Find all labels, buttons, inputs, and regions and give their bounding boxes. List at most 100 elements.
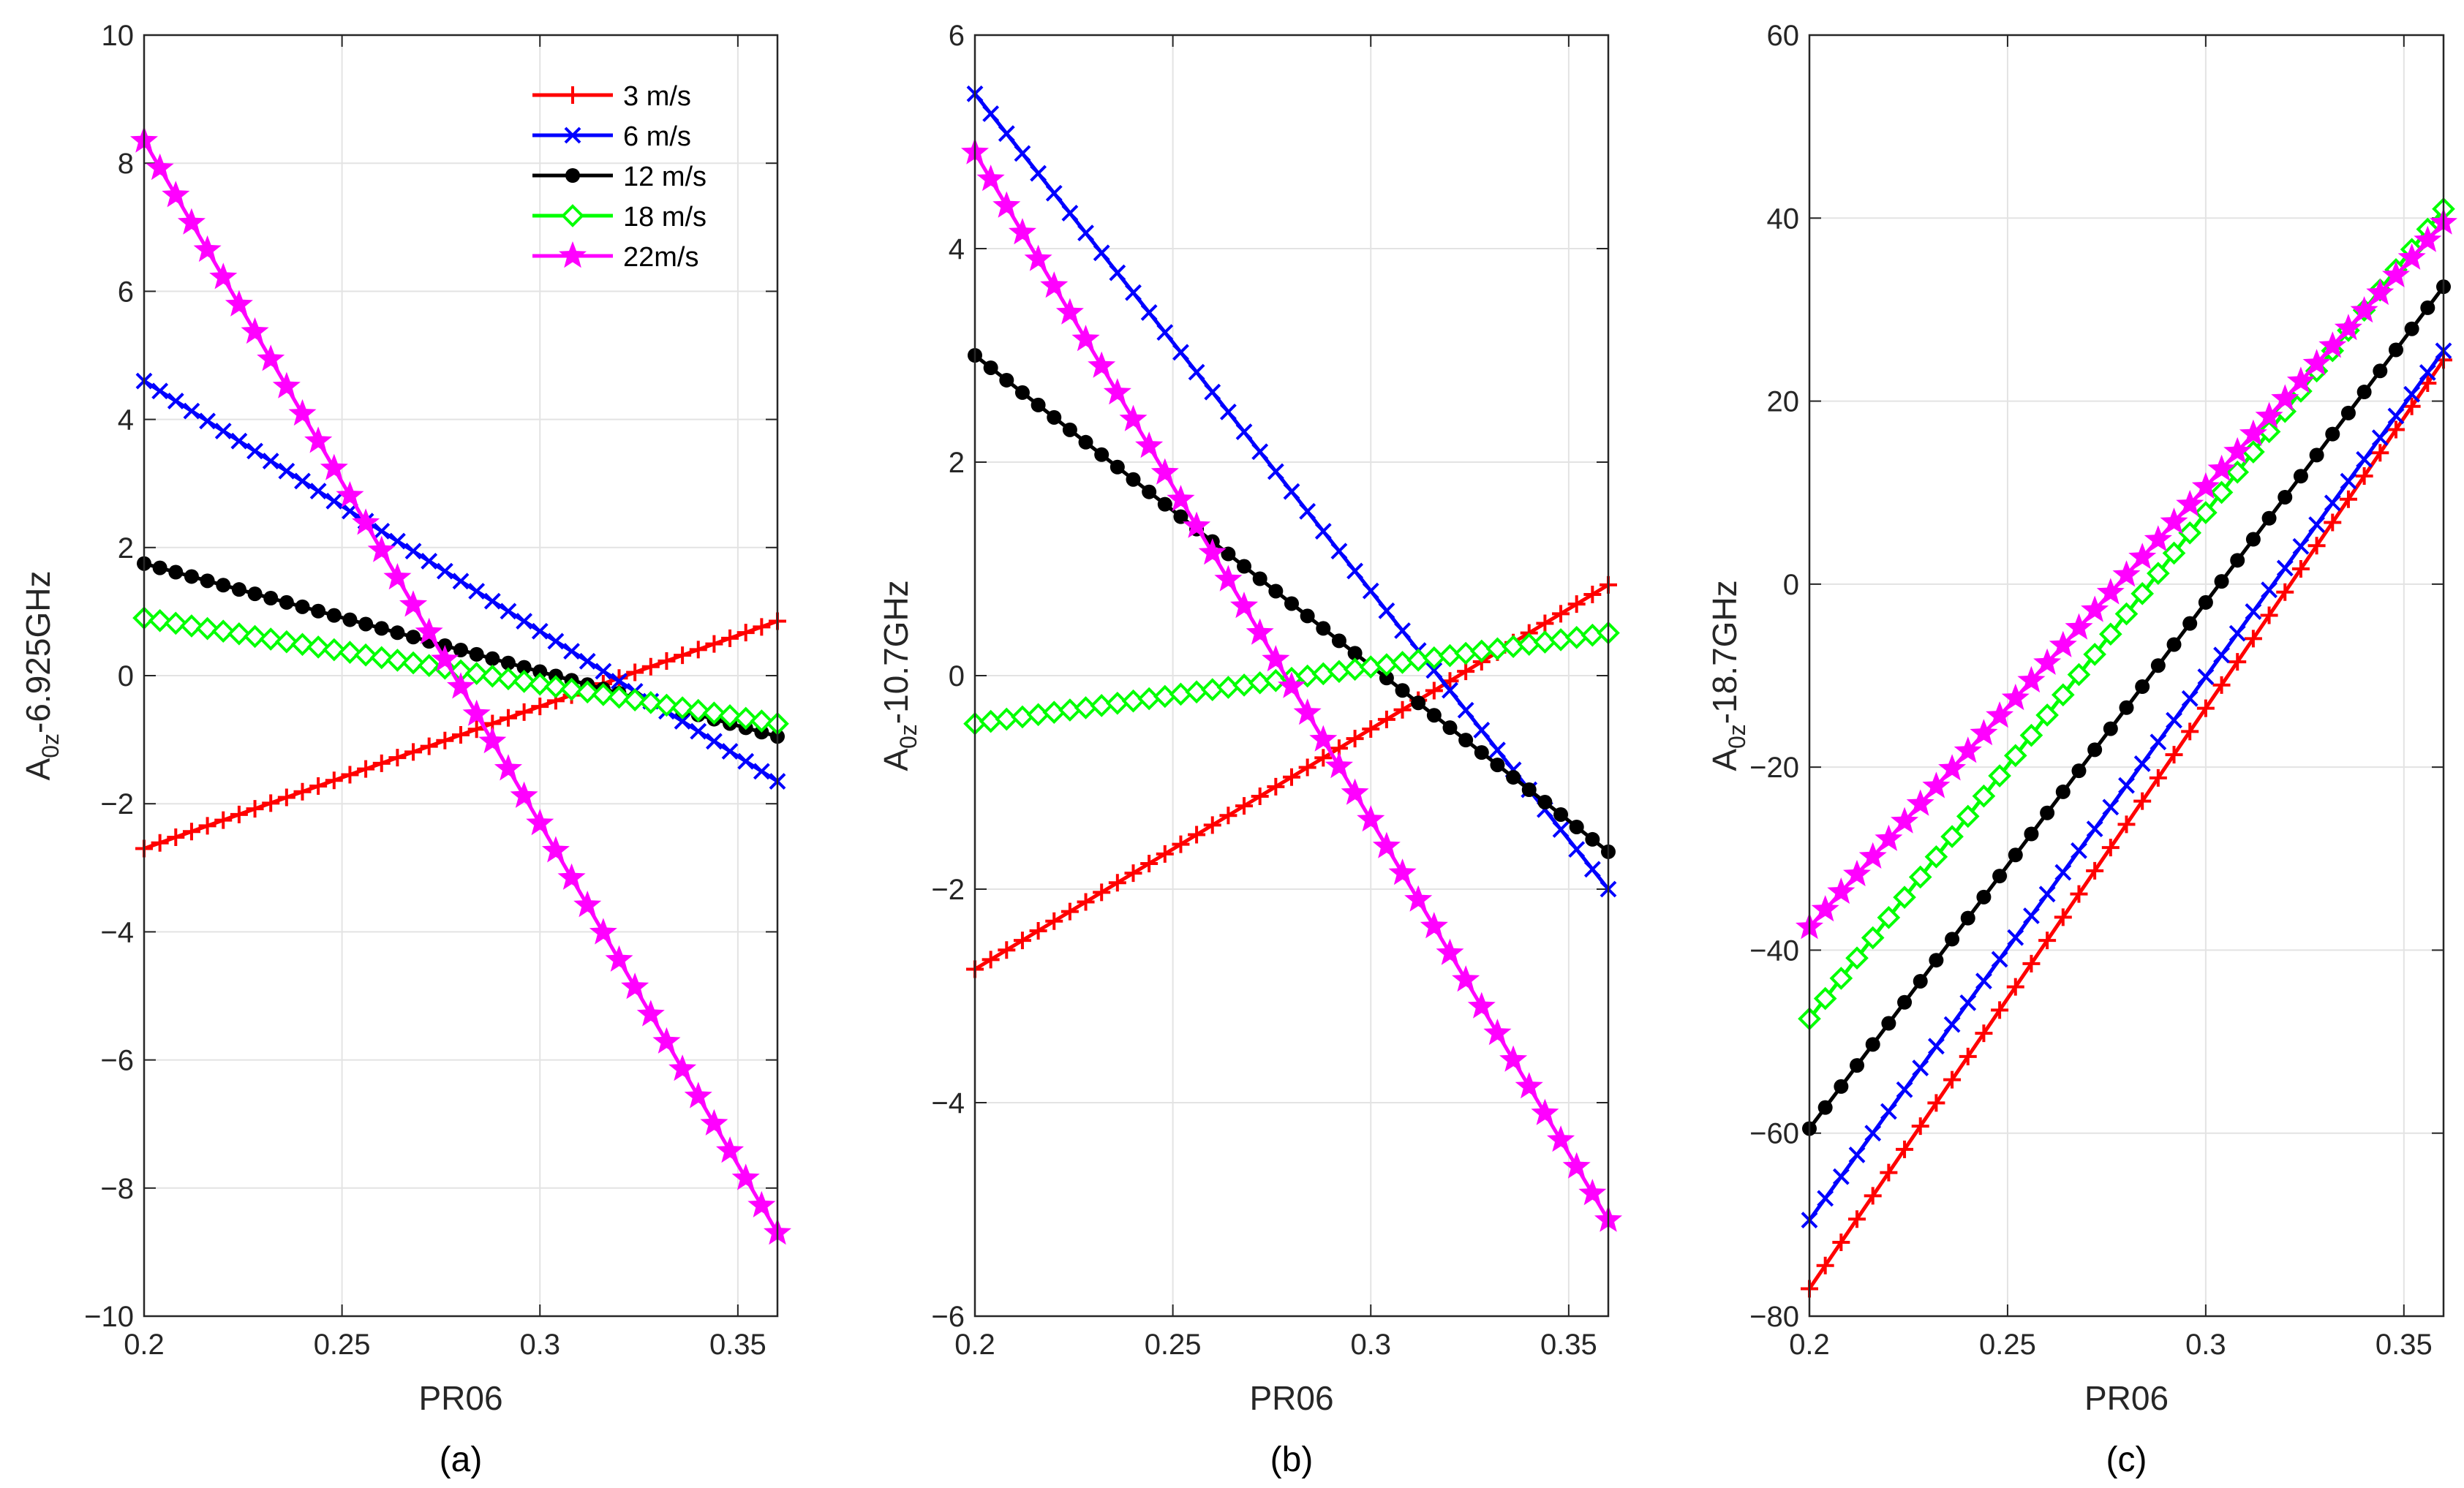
data-point xyxy=(338,641,362,664)
data-point xyxy=(2017,665,2046,693)
data-point xyxy=(1991,1001,2009,1019)
data-point xyxy=(560,677,584,701)
data-point xyxy=(1927,1038,1945,1055)
data-point xyxy=(447,672,475,699)
data-point xyxy=(1834,1079,1849,1094)
y-axis-label-main: A xyxy=(1706,749,1744,771)
x-tick-label: 0.3 xyxy=(519,1329,560,1361)
data-point xyxy=(2130,582,2155,605)
data-point xyxy=(2223,437,2252,464)
data-point xyxy=(992,191,1021,218)
data-point xyxy=(516,660,532,675)
data-point xyxy=(2419,364,2436,381)
data-point xyxy=(263,591,279,606)
data-point xyxy=(352,508,380,535)
data-point xyxy=(1972,784,1996,808)
data-point xyxy=(2055,784,2071,799)
data-point xyxy=(2255,401,2283,428)
data-point xyxy=(483,592,501,610)
data-point xyxy=(209,263,238,290)
data-point xyxy=(1109,264,1126,282)
data-point xyxy=(1521,782,1537,798)
x-axis-label: PR06 xyxy=(418,1379,502,1417)
x-tick-label: 0.3 xyxy=(2185,1329,2226,1361)
data-point xyxy=(243,624,267,649)
data-point xyxy=(1960,910,1975,926)
data-point xyxy=(1172,835,1190,853)
data-point xyxy=(1976,889,1992,904)
data-point xyxy=(2355,467,2373,486)
data-point xyxy=(1150,458,1179,485)
data-point xyxy=(2271,384,2299,411)
data-point xyxy=(2096,578,2125,605)
data-point xyxy=(1062,422,1077,437)
data-point xyxy=(1300,608,1315,624)
data-point xyxy=(1378,602,1395,619)
data-point xyxy=(2144,525,2172,552)
data-point xyxy=(390,625,405,641)
data-point xyxy=(686,698,710,722)
data-point xyxy=(1252,571,1267,586)
y-axis-label-subscript: 0z xyxy=(37,733,64,758)
data-point xyxy=(1827,877,1855,904)
data-point xyxy=(2286,366,2315,393)
data-point xyxy=(272,371,301,399)
series-18-m-s xyxy=(132,606,789,736)
data-point xyxy=(2023,907,2040,924)
y-tick-label: 4 xyxy=(118,404,134,437)
data-point xyxy=(655,693,679,717)
data-point xyxy=(1578,1179,1607,1206)
legend-marker xyxy=(559,241,587,268)
data-point xyxy=(2403,385,2421,403)
data-point xyxy=(1230,592,1259,619)
y-tick-label: −80 xyxy=(1749,1301,1799,1333)
legend-marker xyxy=(564,86,581,104)
data-point xyxy=(199,412,216,430)
data-point xyxy=(2212,676,2231,694)
data-point xyxy=(148,608,172,632)
data-point xyxy=(674,713,691,730)
data-point xyxy=(373,522,391,540)
data-point xyxy=(2051,683,2075,707)
data-point xyxy=(547,632,565,650)
data-point xyxy=(184,569,199,584)
data-point xyxy=(750,709,774,733)
data-point xyxy=(1088,351,1116,378)
data-point xyxy=(1140,854,1158,872)
legend-label: 18 m/s xyxy=(623,202,707,233)
data-point xyxy=(1911,1117,1929,1136)
data-point xyxy=(1880,1163,1898,1182)
data-point xyxy=(2086,861,2104,880)
legend: 3 m/s 6 m/s 12 m/s 18 m/s 22m/s xyxy=(532,81,707,273)
data-point xyxy=(2228,624,2246,642)
data-point xyxy=(512,670,536,693)
data-point xyxy=(164,611,188,635)
data-point xyxy=(753,618,771,636)
data-point xyxy=(544,675,568,698)
legend-entry: 3 m/s xyxy=(532,81,691,112)
data-point xyxy=(1251,443,1269,461)
x-axis-label: PR06 xyxy=(2084,1379,2169,1417)
y-axis-label-subscript: 0z xyxy=(895,724,922,749)
data-point xyxy=(2024,826,2039,842)
data-point xyxy=(230,805,248,823)
data-point xyxy=(1298,758,1316,777)
data-point xyxy=(2098,622,2122,646)
data-point xyxy=(2176,490,2204,517)
data-point xyxy=(1843,859,1871,887)
data-point xyxy=(528,672,552,696)
data-point xyxy=(462,699,491,726)
legend-marker xyxy=(564,126,581,144)
data-point xyxy=(295,599,310,614)
data-point xyxy=(705,733,723,750)
data-point xyxy=(404,543,422,560)
data-point xyxy=(2214,574,2229,589)
data-point xyxy=(1188,363,1205,381)
data-point xyxy=(1395,683,1410,698)
data-point xyxy=(1864,1187,1882,1205)
data-point xyxy=(1861,926,1885,950)
data-point xyxy=(367,535,396,562)
data-point xyxy=(2257,420,2281,444)
data-point xyxy=(1341,778,1369,805)
